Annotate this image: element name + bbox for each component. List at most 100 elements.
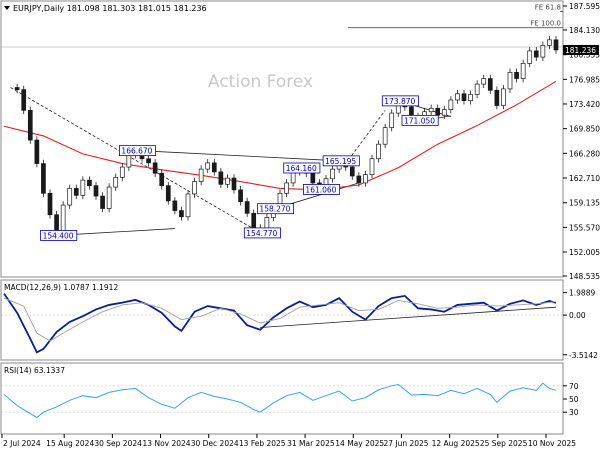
moving-average-layer [3,80,557,191]
candle-down [461,93,467,102]
macd-axis: 1.9889 0.00 -3.5142 [563,289,598,360]
candle-down [14,87,20,90]
fe-level-label: FE 100.0 [530,20,561,28]
candle-up [369,158,375,175]
candle-up [185,193,191,218]
candle-down [356,175,362,184]
price-annotation-label: 164.160 [286,164,317,173]
candle-up [330,168,335,180]
candle-down [487,78,493,91]
price-annotation-box [381,95,419,107]
rsi-tick-label: 70 [569,382,579,391]
rsi-header: RSI(14) 63.1337 [4,366,65,375]
fe-level-label: FE 61.8 [535,3,561,11]
candle-up [363,174,368,184]
current-price-tag [563,44,599,55]
date-tick-label: 15 Aug 2024 [46,439,94,448]
candle-up [67,188,73,206]
rsi-tick-label: 50 [569,395,579,404]
price-tick-label: 152.005 [569,248,600,257]
candle-down [100,195,105,209]
candle-down [159,172,165,187]
candle-up [540,45,546,58]
candle-up [225,177,230,185]
chart-menu-triangle-icon[interactable] [4,6,10,10]
rsi-line [3,382,557,419]
price-annotation-box [322,155,360,167]
candle-down [47,192,53,216]
price-annotation-label: 173.870 [384,97,415,106]
price-tick-label: 184.130 [569,26,600,35]
candle-down [251,212,257,229]
candle-up [198,168,204,182]
macd-line [3,293,557,354]
price-annotation-box [401,114,439,126]
macd-panel-frame [0,279,564,361]
macd-trendline [260,306,557,328]
symbol-ohlc-header: EURJPY,Daily 181.098 181.303 181.015 181… [13,4,207,13]
date-tick-label: 14 May 2025 [335,439,384,448]
candle-up [119,166,125,178]
candle-up [520,62,526,79]
trendline [10,87,261,234]
macd-tick-label: -3.5142 [569,351,598,360]
candle-up [481,78,487,85]
candle-up [389,112,395,128]
candle-up [192,181,197,195]
date-axis: 2 Jul 2024 15 Aug 2024 30 Sep 2024 13 Nov 2… [1,434,576,448]
date-tick-label: 10 Nov 2025 [528,439,576,448]
candle-down [218,171,224,185]
candle-down [553,39,559,51]
moving-average-line [3,80,557,191]
macd-tick-label: 0.00 [569,311,586,320]
candle-up [382,127,388,145]
rsi-lines [1,382,563,419]
candle-up [547,39,552,46]
candle-up [290,171,296,184]
candle-up [113,177,119,188]
trendline [345,110,386,164]
date-tick-label: 31 Mar 2025 [287,439,335,448]
price-tick-label: 176.985 [569,75,600,84]
rsi-axis: 70 50 30 [563,382,579,417]
candle-up [376,143,381,160]
candle-up [106,186,112,209]
candle-down [93,185,99,197]
candle-up [501,88,506,106]
candle-down [179,210,184,218]
candle-down [27,109,33,141]
macd-tick-label: 1.9889 [569,289,595,298]
candle-down [514,71,519,79]
date-tick-label: 13 Nov 2024 [143,439,191,448]
date-tick-label: 2 Jul 2024 [3,439,41,448]
price-annotation-box [119,145,157,157]
candle-up [428,107,434,113]
price-annotation-label: 154.770 [246,229,277,238]
price-tick-label: 173.420 [569,100,600,109]
price-annotation-label: 165.195 [325,157,356,166]
trendline [135,150,340,162]
watermark-text: Action Forex [208,72,313,92]
date-tick-label: 30 Dec 2024 [191,439,239,448]
candle-up [527,50,533,64]
date-tick-label: 30 Sep 2024 [94,439,142,448]
candle-down [435,107,441,116]
price-annotation-box [40,230,78,241]
macd-header: MACD(12,26,9) 1.0787 1.1912 [4,283,118,292]
price-tick-label: 180.555 [569,51,600,60]
candle-up [441,109,447,116]
price-tick-label: 162.710 [569,174,600,183]
candle-up [205,162,211,170]
candle-up [468,94,473,102]
price-annotation-box [283,162,321,174]
price-axis: 148.535 152.005 155.570 159.135 162.710 166.2… [563,2,600,281]
price-panel-frame [0,0,564,278]
rsi-tick-label: 30 [569,408,579,417]
candle-up [448,99,454,111]
price-annotation-box [257,203,295,215]
date-tick-label: 27 Jun 2025 [383,439,428,448]
price-tick-label: 169.850 [569,125,600,134]
